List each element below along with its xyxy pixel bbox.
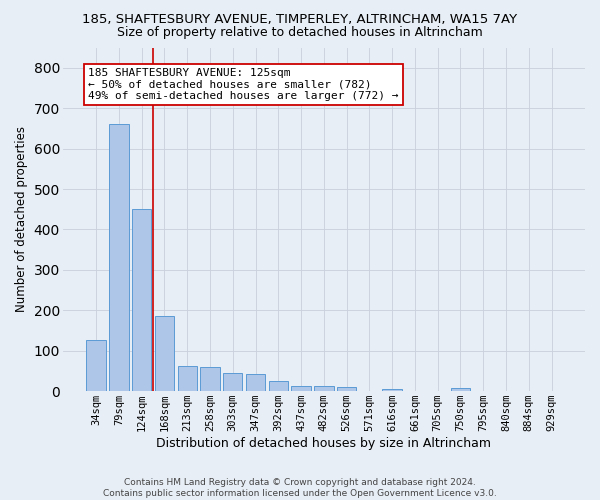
X-axis label: Distribution of detached houses by size in Altrincham: Distribution of detached houses by size …: [157, 437, 491, 450]
Text: 185 SHAFTESBURY AVENUE: 125sqm
← 50% of detached houses are smaller (782)
49% of: 185 SHAFTESBURY AVENUE: 125sqm ← 50% of …: [88, 68, 398, 101]
Y-axis label: Number of detached properties: Number of detached properties: [15, 126, 28, 312]
Bar: [269, 381, 288, 391]
Text: Size of property relative to detached houses in Altrincham: Size of property relative to detached ho…: [117, 26, 483, 39]
Bar: [200, 367, 220, 391]
Bar: [382, 388, 402, 391]
Text: Contains HM Land Registry data © Crown copyright and database right 2024.
Contai: Contains HM Land Registry data © Crown c…: [103, 478, 497, 498]
Bar: [178, 366, 197, 391]
Bar: [314, 386, 334, 391]
Bar: [451, 388, 470, 391]
Bar: [109, 124, 128, 391]
Bar: [337, 387, 356, 391]
Bar: [86, 340, 106, 391]
Bar: [246, 374, 265, 391]
Bar: [155, 316, 174, 391]
Text: 185, SHAFTESBURY AVENUE, TIMPERLEY, ALTRINCHAM, WA15 7AY: 185, SHAFTESBURY AVENUE, TIMPERLEY, ALTR…: [82, 12, 518, 26]
Bar: [132, 209, 151, 391]
Bar: [292, 386, 311, 391]
Bar: [223, 373, 242, 391]
